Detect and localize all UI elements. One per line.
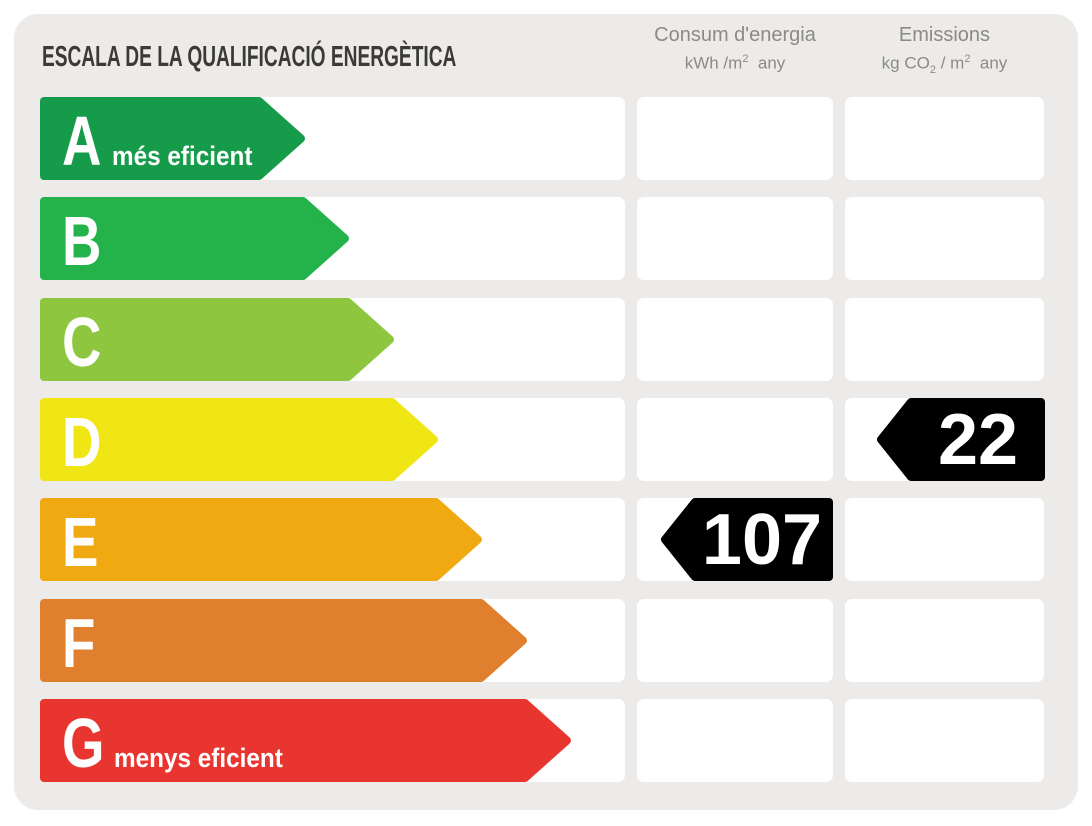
emissions-value: 22 xyxy=(937,399,1019,480)
consum-cell-g xyxy=(637,699,833,782)
emissions-cell-f xyxy=(845,599,1044,682)
rating-bar-f-shape xyxy=(40,599,527,682)
page-title: ESCALA DE LA QUALIFICACIÓ ENERGÈTICA xyxy=(42,41,670,74)
consum-header-title: Consum d'energia xyxy=(654,24,816,46)
rating-bar-a xyxy=(40,97,305,180)
rating-letter-d: D xyxy=(62,403,102,481)
consum-unit-tail: any xyxy=(748,53,786,73)
rating-bar-a-shape xyxy=(40,97,305,180)
emissions-badge-arrow xyxy=(877,398,1045,481)
emissions-unit-pre: kg CO xyxy=(881,53,930,73)
consum-cell-f xyxy=(637,599,833,682)
emissions-header-unit: kg CO2 / m2 any xyxy=(845,54,1044,76)
rating-row-b: B xyxy=(0,197,1092,280)
rating-row-e: E xyxy=(0,498,1092,581)
rating-bar-e xyxy=(40,498,482,581)
rating-bar-g xyxy=(40,699,571,782)
consum-cell-c xyxy=(637,298,833,381)
rating-letter-c: C xyxy=(62,303,102,381)
rating-bar-c xyxy=(40,298,394,381)
consum-cell-a xyxy=(637,97,833,180)
emissions-cell-e xyxy=(845,498,1044,581)
emissions-value-badge xyxy=(877,398,1045,481)
rating-row-a: A més eficient xyxy=(0,97,1092,180)
consum-cell-b xyxy=(637,197,833,280)
least-efficient-label: menys eficient xyxy=(114,743,283,773)
rating-bar-d-shape xyxy=(40,398,438,481)
most-efficient-label: més eficient xyxy=(112,141,253,171)
rating-letter-b: B xyxy=(62,202,102,280)
consum-header-unit: kWh /m2 any xyxy=(627,54,843,72)
rating-bar-f xyxy=(40,599,527,682)
rating-bar-b xyxy=(40,197,349,280)
rating-bar-g-shape xyxy=(40,699,571,782)
emissions-header-title: Emissions xyxy=(898,24,991,46)
rating-bar-e-shape xyxy=(40,498,482,581)
rating-bar-d xyxy=(40,398,438,481)
consum-unit-exponent: 2 xyxy=(742,53,749,65)
consum-value: 107 xyxy=(701,499,823,580)
consum-badge-arrow xyxy=(661,498,833,581)
rating-bar-c-shape xyxy=(40,298,394,381)
page-title-text: ESCALA DE LA QUALIFICACIÓ ENERGÈTICA xyxy=(42,41,457,73)
emissions-unit-exponent: 2 xyxy=(964,53,971,65)
emissions-cell-a xyxy=(845,97,1044,180)
rating-letter-f: F xyxy=(62,604,96,682)
emissions-column-header: Emissions kg CO2 / m2 any xyxy=(845,25,1044,76)
emissions-unit-tail: any xyxy=(970,53,1008,73)
emissions-cell-b xyxy=(845,197,1044,280)
consum-unit-main: kWh /m xyxy=(684,53,743,73)
rating-letter-a: A xyxy=(62,102,102,180)
consum-value-badge xyxy=(661,498,833,581)
emissions-unit-mid: / m xyxy=(935,53,965,73)
emissions-unit-subscript: 2 xyxy=(929,64,936,77)
emissions-cell-c xyxy=(845,298,1044,381)
rating-row-c: C xyxy=(0,298,1092,381)
rating-letter-e: E xyxy=(62,503,99,581)
consum-column-header: Consum d'energia kWh /m2 any xyxy=(627,25,843,72)
consum-cell-d xyxy=(637,398,833,481)
rating-letter-g: G xyxy=(62,704,105,782)
rating-row-g: G menys eficient xyxy=(0,699,1092,782)
rating-bar-b-shape xyxy=(40,197,349,280)
rating-row-f: F xyxy=(0,599,1092,682)
emissions-cell-g xyxy=(845,699,1044,782)
